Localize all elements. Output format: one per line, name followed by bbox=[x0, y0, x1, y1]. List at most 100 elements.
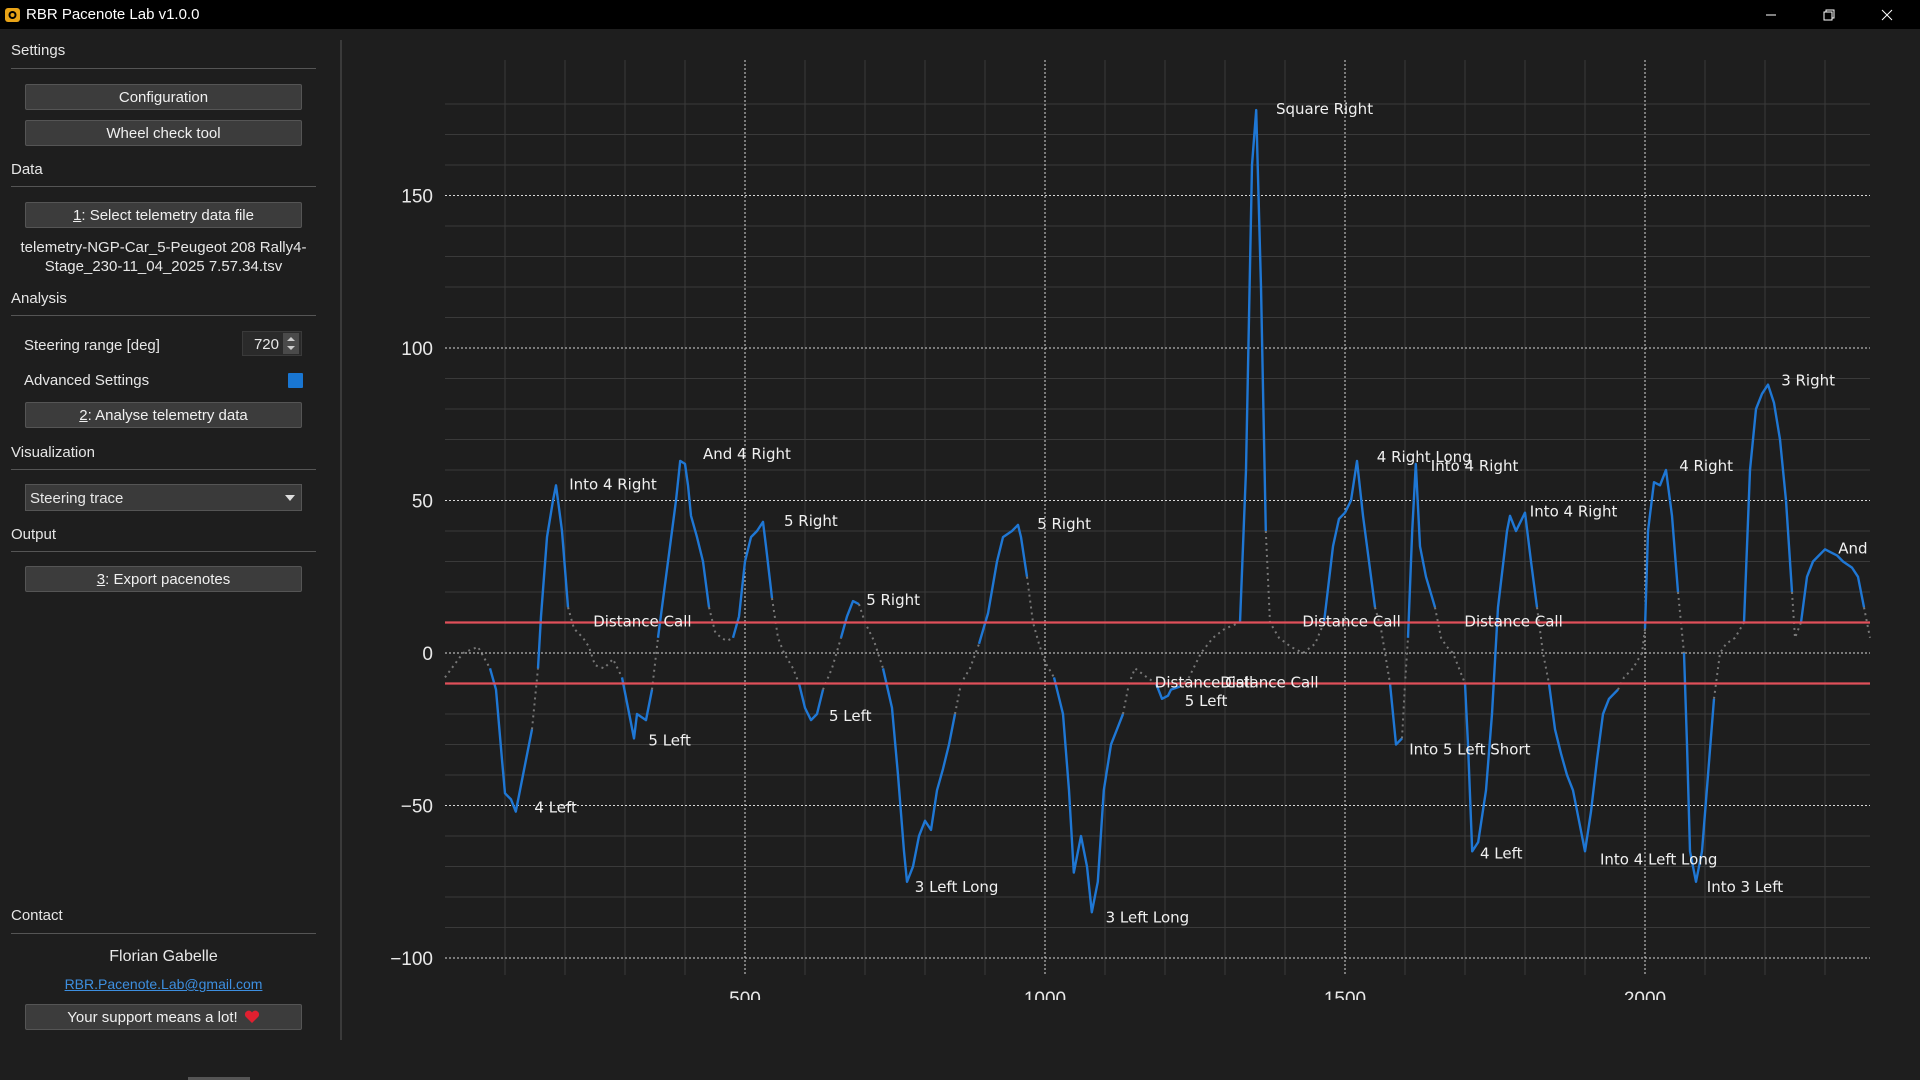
pacenote-annotation: Distance Call bbox=[593, 613, 691, 631]
section-divider bbox=[11, 186, 316, 187]
chevron-down-icon bbox=[285, 495, 295, 501]
pacenote-annotation: 4 Left bbox=[1480, 844, 1523, 862]
pacenote-annotation: 3 Left Long bbox=[915, 878, 999, 896]
steering-trace-segment bbox=[1388, 683, 1403, 746]
settings-section-label: Settings bbox=[11, 42, 66, 59]
pacenote-annotation: 4 Right bbox=[1679, 457, 1733, 475]
pacenote-annotation: Into 3 Left bbox=[1707, 878, 1783, 896]
pacenote-annotation: Into 4 Right bbox=[569, 475, 657, 493]
output-section-label: Output bbox=[11, 526, 57, 543]
steering-trace-segment bbox=[797, 683, 825, 722]
pacenote-annotation: Distance Call bbox=[1155, 674, 1253, 692]
pacenote-annotation: 4 Left bbox=[534, 799, 577, 817]
steering-trace-segment bbox=[1742, 383, 1794, 623]
steering-trace-deadband-segment bbox=[1434, 607, 1466, 684]
visualization-selected: Steering trace bbox=[30, 490, 124, 507]
y-tick-label: 50 bbox=[412, 492, 433, 513]
y-tick-label: 0 bbox=[422, 644, 433, 665]
wheel-check-tool-button[interactable]: Wheel check tool bbox=[25, 120, 302, 146]
export-pacenotes-button[interactable]: 3: Export pacenotes bbox=[25, 566, 302, 592]
steering-trace-segment bbox=[1322, 459, 1377, 623]
steering-trace-deadband-segment bbox=[1122, 666, 1157, 715]
pacenote-annotation: Into 4 Right bbox=[1431, 457, 1519, 475]
steering-trace-segment bbox=[620, 677, 654, 740]
x-tick-label: 1000 bbox=[1024, 989, 1066, 1000]
contact-email-link[interactable]: RBR.Pacenote.Lab@gmail.com bbox=[64, 976, 263, 992]
pacenote-annotation: Into 4 Left Long bbox=[1600, 850, 1717, 868]
advanced-settings-label: Advanced Settings bbox=[24, 372, 150, 389]
steering-trace-segment bbox=[656, 459, 711, 638]
support-button[interactable]: Your support means a lot! bbox=[25, 1004, 302, 1030]
x-tick-label: 500 bbox=[729, 989, 761, 1000]
x-tick-label: 1500 bbox=[1324, 989, 1366, 1000]
spin-arrows[interactable] bbox=[283, 333, 299, 354]
steering-trace-deadband-segment bbox=[1791, 591, 1802, 639]
minimize-icon bbox=[1766, 14, 1776, 15]
section-divider bbox=[11, 469, 316, 470]
button-label: : Export pacenotes bbox=[105, 570, 231, 588]
minimize-button[interactable] bbox=[1742, 0, 1800, 29]
pacenote-annotation: 4 Right Long bbox=[1377, 448, 1472, 466]
panel-splitter[interactable] bbox=[340, 40, 342, 1040]
visualization-section-label: Visualization bbox=[11, 444, 95, 461]
app-logo-icon bbox=[5, 8, 20, 22]
steering-trace-segment bbox=[731, 520, 774, 639]
configuration-button[interactable]: Configuration bbox=[25, 84, 302, 110]
pacenote-annotation: 5 Left bbox=[648, 731, 691, 749]
steering-trace-deadband-segment bbox=[444, 645, 491, 678]
steering-trace-segment bbox=[839, 599, 860, 639]
steering-trace-deadband-segment bbox=[531, 668, 539, 730]
shortcut-key: 2 bbox=[79, 406, 88, 424]
section-divider bbox=[11, 315, 316, 316]
pacenote-annotation: 3 Right bbox=[1781, 372, 1835, 390]
steering-trace-segment bbox=[1799, 548, 1866, 623]
pacenote-annotation: 5 Left bbox=[829, 707, 872, 725]
steering-trace-deadband-segment bbox=[708, 607, 734, 642]
steering-trace-segment bbox=[1406, 462, 1437, 638]
steering-trace-deadband-segment bbox=[1026, 576, 1055, 678]
steering-trace-segment bbox=[1238, 108, 1267, 623]
pacenote-annotation: And bbox=[1838, 539, 1867, 557]
analysis-section-label: Analysis bbox=[11, 290, 67, 307]
steering-trace-deadband-segment bbox=[1713, 621, 1745, 699]
steering-trace-segment bbox=[536, 484, 570, 669]
data-section-label: Data bbox=[11, 161, 43, 178]
steering-range-label: Steering range [deg] bbox=[24, 337, 160, 354]
steering-trace-deadband-segment bbox=[1374, 607, 1391, 684]
pacenote-annotation: Distance Call bbox=[1302, 613, 1400, 631]
y-tick-label: 150 bbox=[401, 187, 433, 208]
pacenote-annotation: Into 4 Right bbox=[1530, 503, 1618, 521]
restore-icon bbox=[1823, 9, 1835, 20]
steering-trace-segment bbox=[881, 668, 957, 883]
steering-trace-chart: 500 1000 1500 2000 −100 −50 0 50 100 150 Into 4 Ri… bbox=[390, 60, 1871, 1000]
pacenote-annotation: 5 Right bbox=[1037, 515, 1091, 533]
steering-trace-deadband-segment bbox=[1179, 621, 1241, 688]
pacenote-annotation: Into 5 Left Short bbox=[1409, 741, 1530, 759]
pacenote-annotation: 5 Right bbox=[866, 591, 920, 609]
steering-trace-deadband-segment bbox=[1536, 607, 1550, 684]
visualization-select[interactable]: Steering trace bbox=[25, 484, 302, 511]
steering-trace-deadband-segment bbox=[1863, 607, 1871, 638]
steering-trace-deadband-segment bbox=[567, 607, 623, 678]
spin-up-down-icon bbox=[287, 337, 295, 350]
file-name-line-2: Stage_230-11_04_2025 7.57.34.tsv bbox=[44, 258, 283, 275]
button-label: : Select telemetry data file bbox=[81, 206, 254, 224]
advanced-settings-checkbox[interactable] bbox=[288, 373, 303, 388]
y-tick-label: −50 bbox=[401, 797, 433, 818]
steering-trace-deadband-segment bbox=[1617, 628, 1646, 691]
analyse-telemetry-button[interactable]: 2: Analyse telemetry data bbox=[25, 402, 302, 428]
restore-button[interactable] bbox=[1800, 0, 1858, 29]
button-label: : Analyse telemetry data bbox=[87, 406, 248, 424]
author-name: Florian Gabelle bbox=[109, 948, 218, 965]
heart-icon bbox=[244, 1010, 259, 1023]
steering-range-spinbox[interactable]: 720 bbox=[242, 331, 302, 356]
steering-trace-deadband-segment bbox=[771, 597, 800, 684]
title-bar: RBR Pacenote Lab v1.0.0 bbox=[0, 0, 1920, 29]
steering-trace-deadband-segment bbox=[651, 637, 659, 690]
file-name-line-1: telemetry-NGP-Car_5-Peugeot 208 Rally4- bbox=[20, 239, 307, 256]
close-button[interactable] bbox=[1858, 0, 1916, 29]
y-tick-label: −100 bbox=[390, 949, 433, 970]
select-telemetry-file-button[interactable]: 1: Select telemetry data file bbox=[25, 202, 302, 228]
pacenote-annotation: Square Right bbox=[1276, 100, 1373, 118]
pacenote-annotation: 3 Left Long bbox=[1106, 908, 1190, 926]
